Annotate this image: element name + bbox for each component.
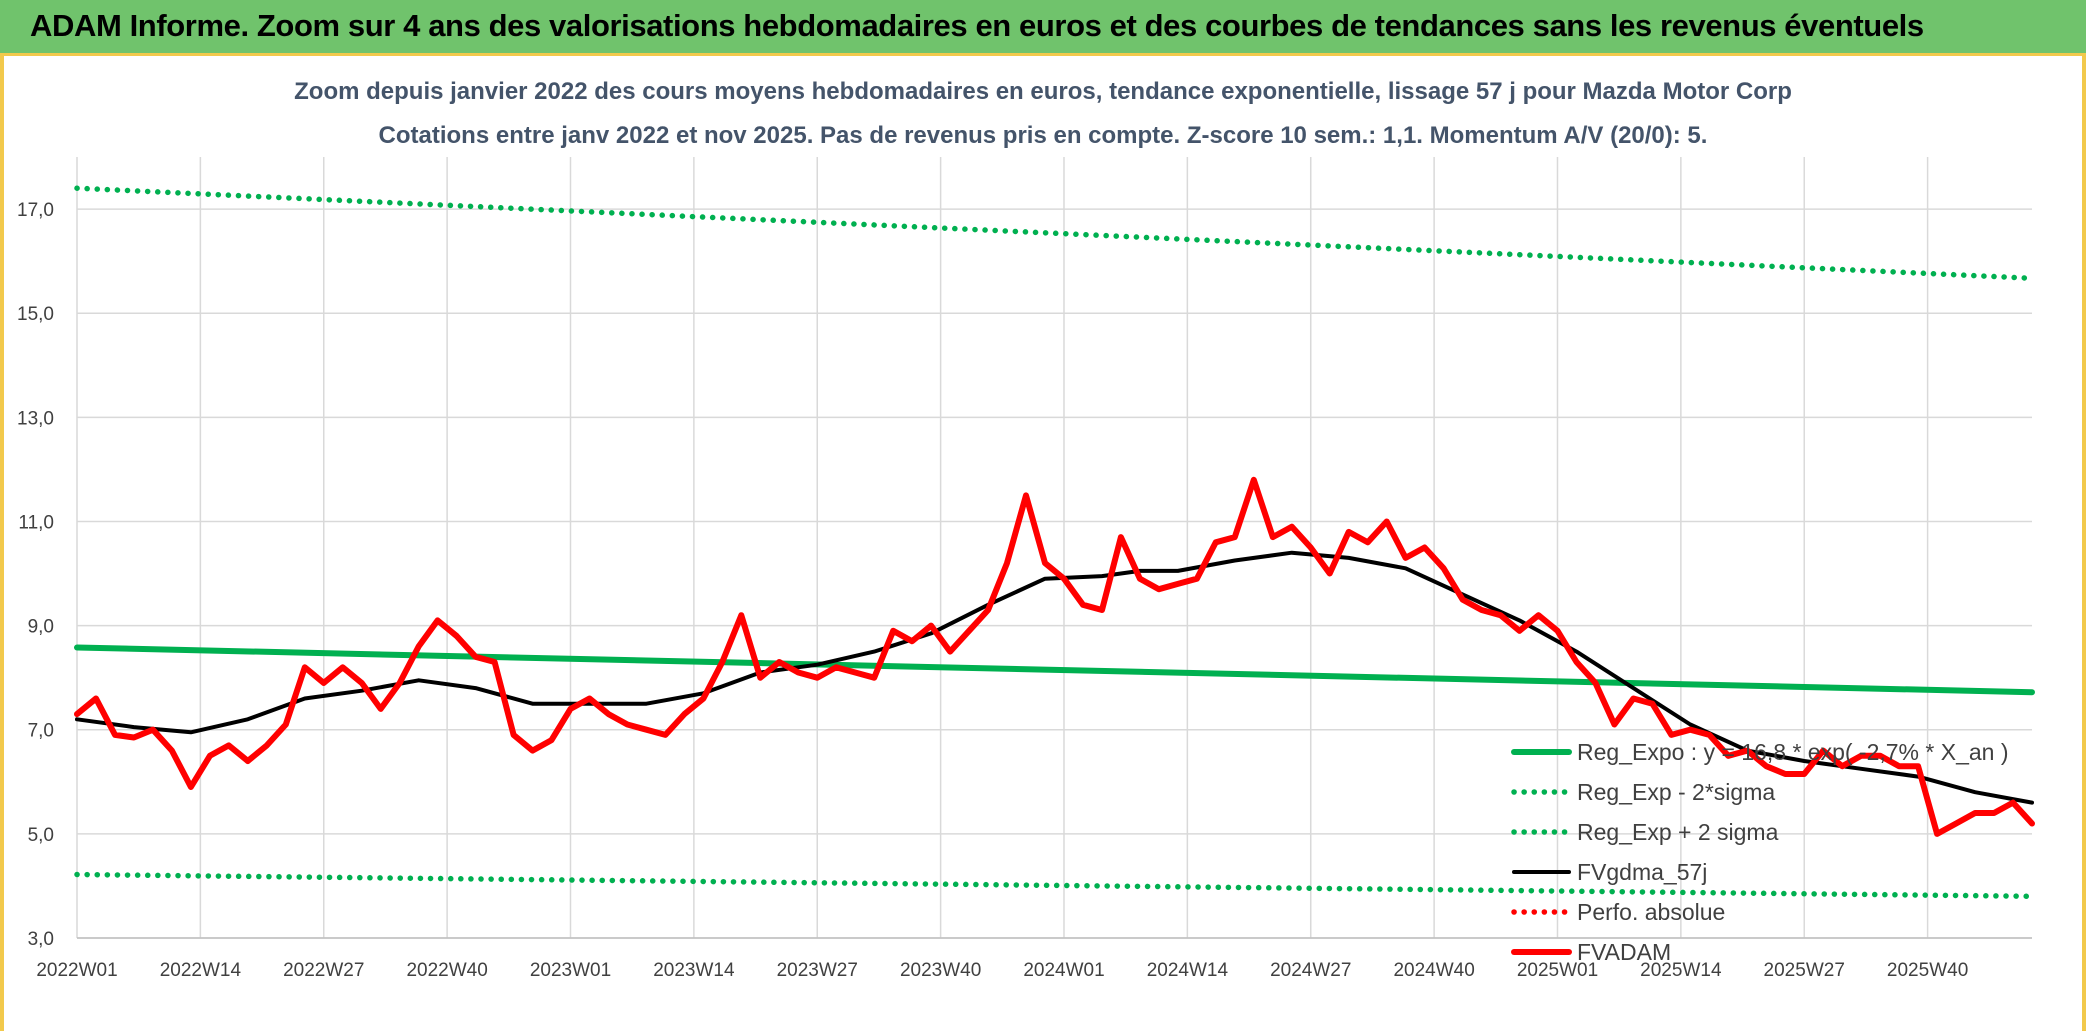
x-tick-label: 2024W40 (1393, 960, 1474, 981)
x-tick-label: 2025W27 (1764, 960, 1845, 981)
x-tick-label: 2022W27 (283, 960, 364, 981)
y-tick-label: 15,0 (17, 304, 54, 325)
x-tick-label: 2024W27 (1270, 960, 1351, 981)
chart-title: Zoom depuis janvier 2022 des cours moyen… (294, 78, 1792, 105)
legend-label-3: FVgdma_57j (1577, 859, 1707, 885)
chart-subtitle: Cotations entre janv 2022 et nov 2025. P… (379, 122, 1708, 149)
x-tick-label: 2023W01 (530, 960, 611, 981)
x-tick-label: 2024W14 (1147, 960, 1229, 981)
x-tick-label: 2022W14 (160, 960, 242, 981)
x-tick-label: 2025W01 (1517, 960, 1598, 981)
legend-label-2: Reg_Exp + 2 sigma (1577, 819, 1779, 845)
x-tick-label: 2023W14 (653, 960, 735, 981)
grid (76, 157, 2032, 939)
y-tick-label: 13,0 (17, 408, 54, 429)
legend-label-0: Reg_Expo : y = 16,8 * exp( -2,7% * X_an … (1577, 739, 2009, 765)
report-banner: ADAM Informe. Zoom sur 4 ans des valoris… (0, 0, 2086, 56)
x-tick-label: 2022W01 (36, 960, 117, 981)
legend: Reg_Expo : y = 16,8 * exp( -2,7% * X_an … (1511, 739, 2009, 965)
y-axis: 3,0 5,0 7,0 9,0 11,0 13,0 15,0 17,0 (17, 200, 54, 950)
x-axis: 2022W01 2022W14 2022W27 2022W40 2023W01 2023W… (36, 960, 1968, 981)
series-line-2 (74, 185, 2035, 282)
line-chart: Zoom depuis janvier 2022 des cours moyen… (17, 78, 2035, 981)
legend-label-4: Perfo. absolue (1577, 899, 1725, 925)
legend-label-1: Reg_Exp - 2*sigma (1577, 779, 1775, 805)
x-tick-label: 2024W01 (1023, 960, 1104, 981)
legend-label-5: FVADAM (1577, 939, 1671, 965)
x-tick-label: 2025W14 (1640, 960, 1722, 981)
series-line-0 (74, 644, 2035, 696)
banner-title: ADAM Informe. Zoom sur 4 ans des valoris… (30, 8, 1924, 43)
chart-frame: Zoom depuis janvier 2022 des cours moyen… (0, 56, 2086, 1031)
y-tick-label: 11,0 (18, 512, 54, 533)
series-line-1 (74, 871, 2035, 900)
y-tick-label: 9,0 (28, 617, 54, 638)
series-line-5 (74, 476, 2035, 837)
series-line-3 (75, 550, 2034, 805)
plot-area (74, 185, 2035, 900)
x-tick-label: 2025W40 (1887, 960, 1968, 981)
y-tick-label: 3,0 (28, 929, 54, 950)
x-tick-label: 2022W40 (406, 960, 487, 981)
y-tick-label: 5,0 (28, 825, 54, 846)
x-tick-label: 2023W40 (900, 960, 981, 981)
x-tick-label: 2023W27 (777, 960, 858, 981)
y-tick-label: 17,0 (17, 200, 54, 221)
y-tick-label: 7,0 (28, 721, 54, 742)
